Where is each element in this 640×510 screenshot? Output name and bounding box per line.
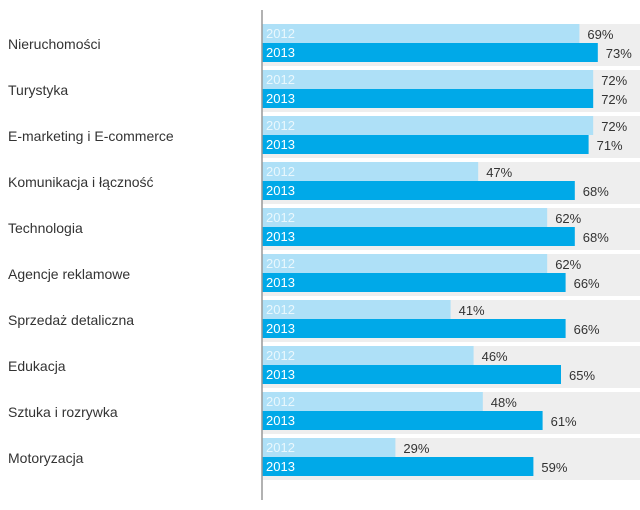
- series-label-2012: 2012: [266, 164, 295, 179]
- value-label: 61%: [551, 414, 577, 429]
- value-label: 62%: [555, 257, 581, 272]
- series-label-2012: 2012: [266, 210, 295, 225]
- bar-2013: [262, 89, 594, 108]
- value-label: 72%: [601, 92, 627, 107]
- category-label: Sztuka i rozrywka: [8, 404, 118, 420]
- category-label: Turystyka: [8, 82, 68, 98]
- series-label-2012: 2012: [266, 394, 295, 409]
- bar-2013: [262, 181, 575, 200]
- series-label-2013: 2013: [266, 45, 295, 60]
- category-label: Motoryzacja: [8, 450, 84, 466]
- value-label: 72%: [601, 73, 627, 88]
- bar-2012: [262, 254, 548, 273]
- bar-2013: [262, 365, 561, 384]
- bar-2013: [262, 135, 589, 154]
- value-label: 66%: [574, 322, 600, 337]
- value-label: 59%: [541, 460, 567, 475]
- bar-2012: [262, 346, 474, 365]
- category-label: Nieruchomości: [8, 36, 101, 52]
- series-label-2012: 2012: [266, 302, 295, 317]
- bar-2012: [262, 24, 580, 43]
- value-label: 68%: [583, 230, 609, 245]
- bar-2012: [262, 208, 548, 227]
- value-label: 68%: [583, 184, 609, 199]
- category-label: E-marketing i E-commerce: [8, 128, 174, 144]
- series-label-2013: 2013: [266, 183, 295, 198]
- value-label: 47%: [486, 165, 512, 180]
- value-label: 46%: [482, 349, 508, 364]
- series-label-2013: 2013: [266, 321, 295, 336]
- category-label: Technologia: [8, 220, 83, 236]
- value-label: 73%: [606, 46, 632, 61]
- category-label: Komunikacja i łączność: [8, 174, 154, 190]
- bar-2013: [262, 411, 543, 430]
- bar-2012: [262, 438, 396, 457]
- series-label-2012: 2012: [266, 26, 295, 41]
- series-label-2013: 2013: [266, 459, 295, 474]
- bar-2012: [262, 392, 483, 411]
- series-label-2013: 2013: [266, 367, 295, 382]
- category-label: Agencje reklamowe: [8, 266, 130, 282]
- category-label: Edukacja: [8, 358, 66, 374]
- series-label-2012: 2012: [266, 440, 295, 455]
- value-label: 48%: [491, 395, 517, 410]
- value-label: 65%: [569, 368, 595, 383]
- bar-2012: [262, 300, 451, 319]
- series-label-2012: 2012: [266, 118, 295, 133]
- bar-2013: [262, 457, 534, 476]
- value-label: 29%: [403, 441, 429, 456]
- series-label-2013: 2013: [266, 229, 295, 244]
- bar-2012: [262, 116, 594, 135]
- bar-2013: [262, 43, 598, 62]
- bar-2013: [262, 227, 575, 246]
- bar-2012: [262, 162, 479, 181]
- series-label-2013: 2013: [266, 413, 295, 428]
- bar-2012: [262, 70, 594, 89]
- value-label: 69%: [587, 27, 613, 42]
- value-label: 72%: [601, 119, 627, 134]
- value-label: 66%: [574, 276, 600, 291]
- value-label: 62%: [555, 211, 581, 226]
- series-label-2012: 2012: [266, 256, 295, 271]
- value-label: 41%: [459, 303, 485, 318]
- bar-2013: [262, 319, 566, 338]
- series-label-2013: 2013: [266, 91, 295, 106]
- series-label-2013: 2013: [266, 275, 295, 290]
- series-label-2012: 2012: [266, 348, 295, 363]
- value-label: 71%: [597, 138, 623, 153]
- bar-2013: [262, 273, 566, 292]
- series-label-2012: 2012: [266, 72, 295, 87]
- series-label-2013: 2013: [266, 137, 295, 152]
- category-label: Sprzedaż detaliczna: [8, 312, 134, 328]
